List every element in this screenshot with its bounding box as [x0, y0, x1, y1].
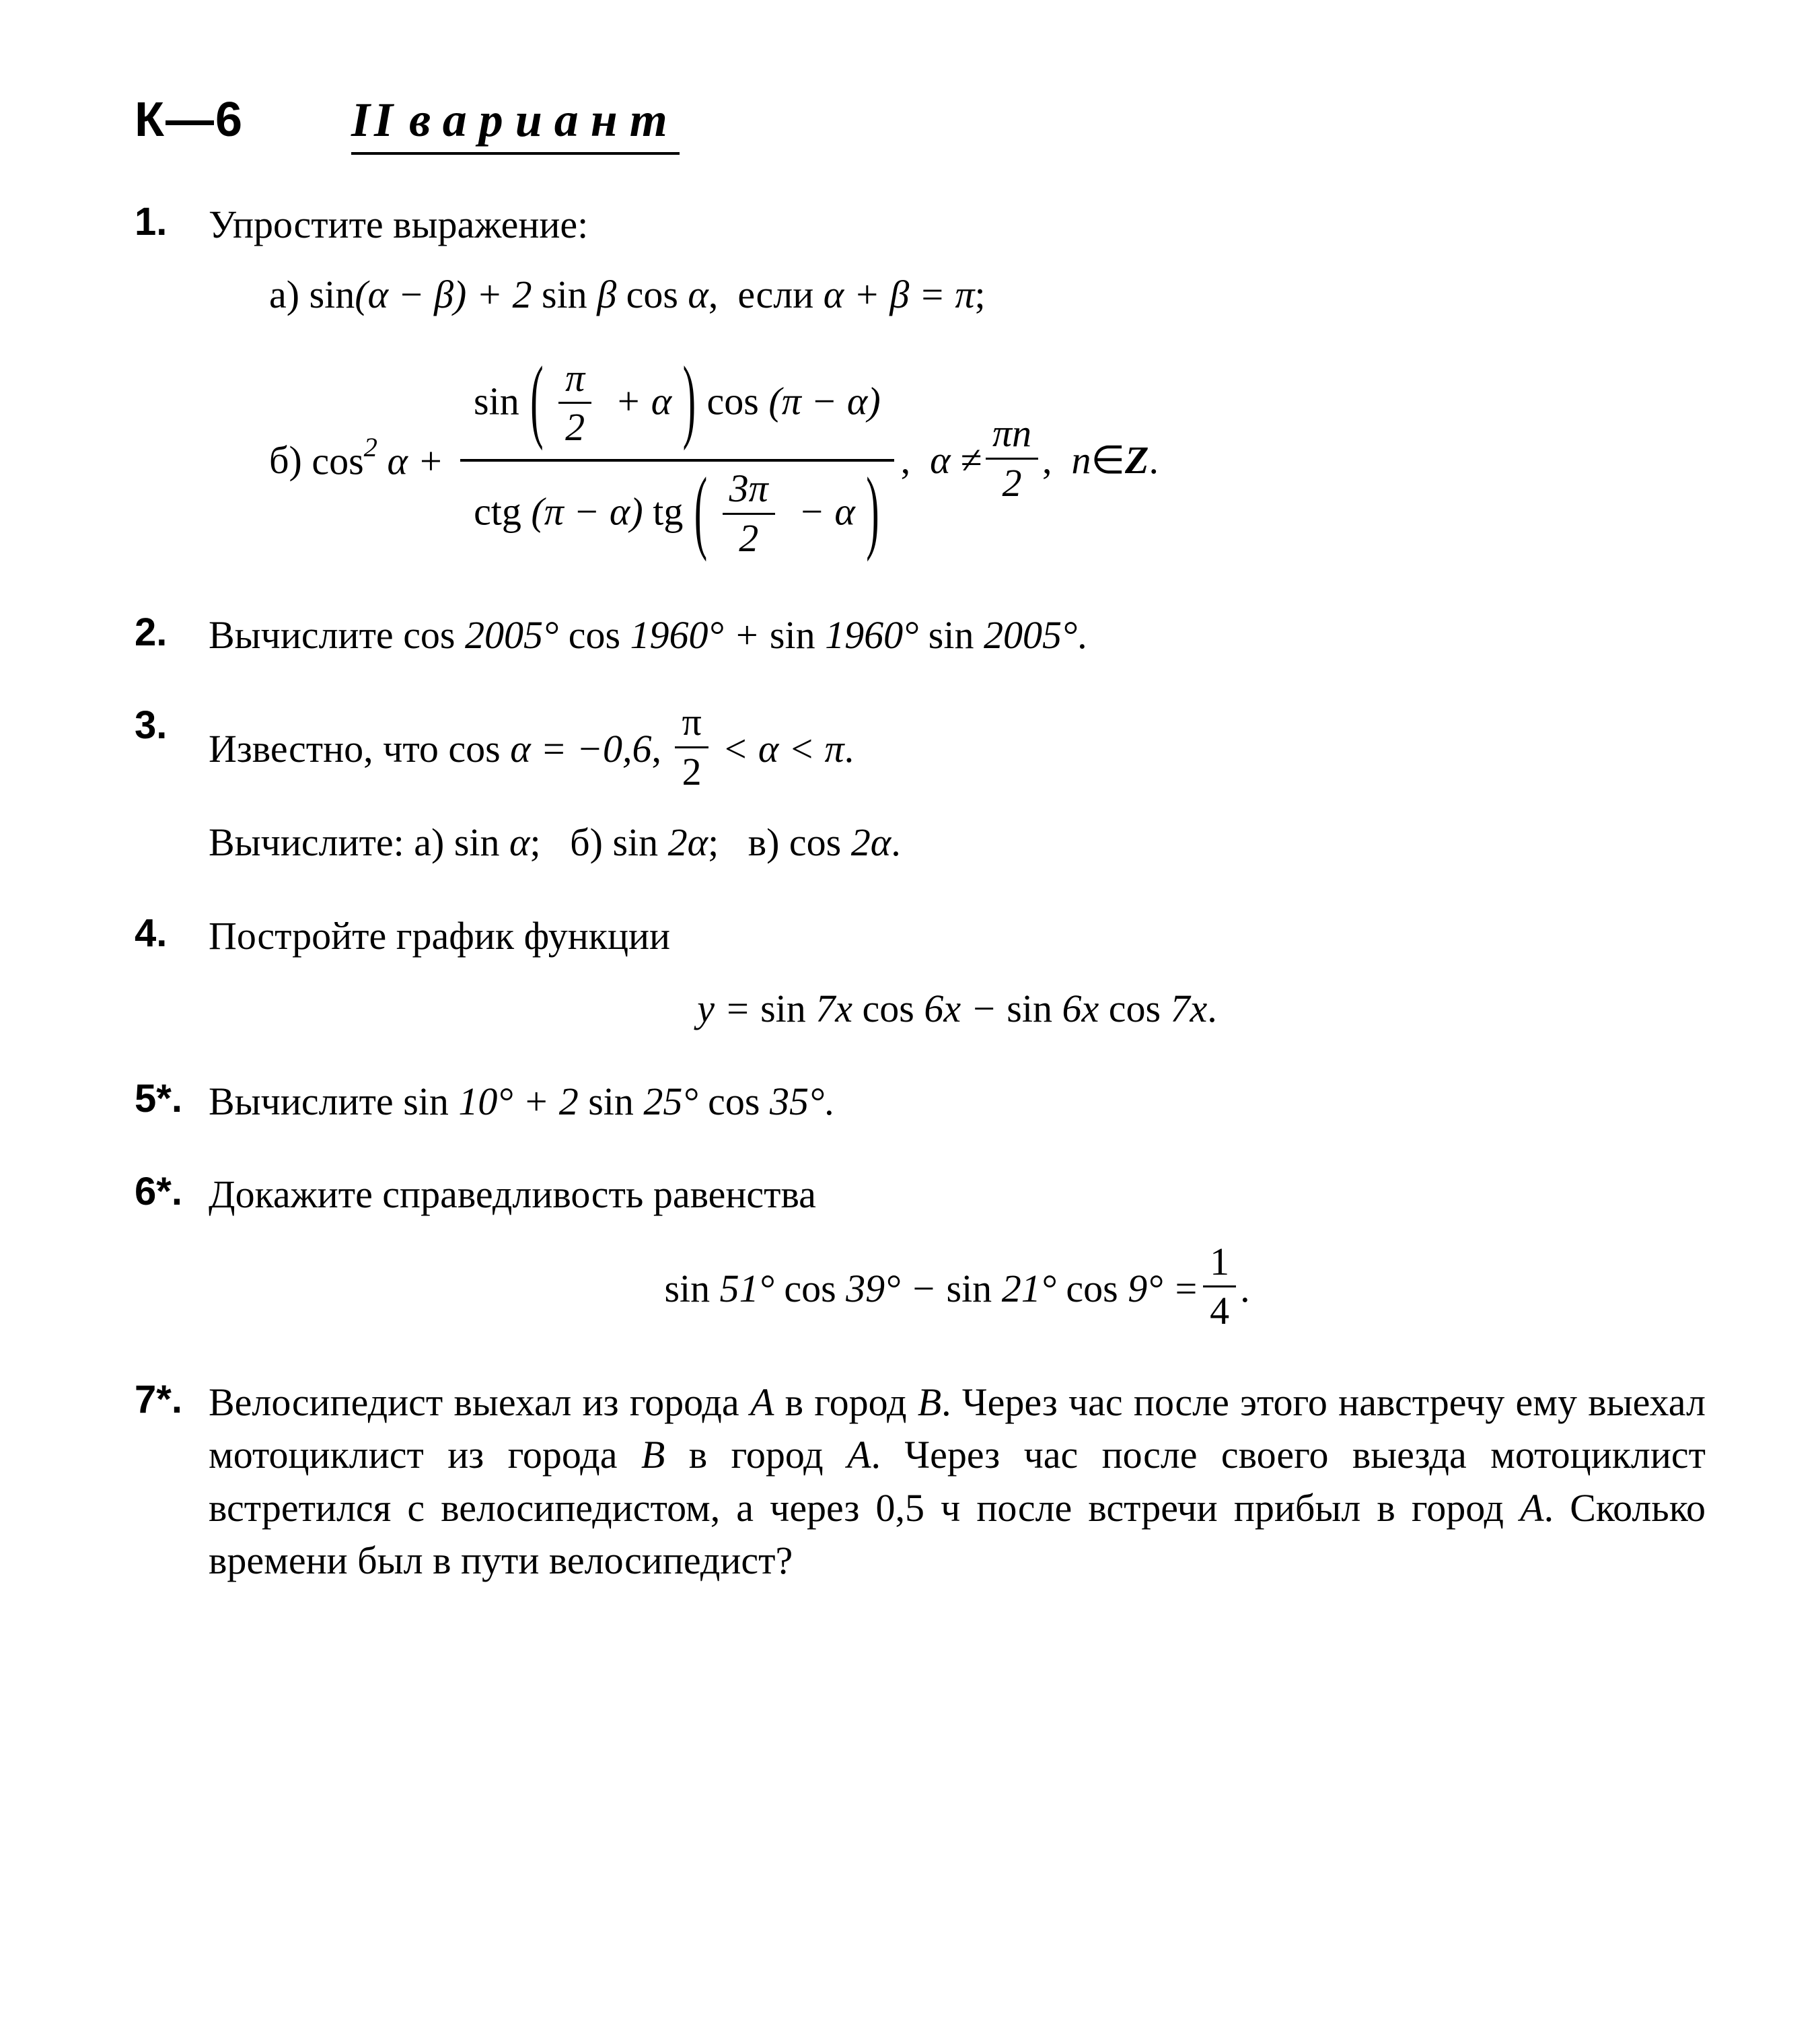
frac-top: 3π	[723, 466, 775, 515]
set-z: Z	[1125, 434, 1149, 487]
variant-title: IIвариант	[351, 87, 680, 153]
problem-number: 3.	[135, 697, 209, 752]
frac-bot: 2	[723, 515, 775, 561]
problem-number: 4.	[135, 905, 209, 960]
problem-number: 7*.	[135, 1371, 209, 1426]
tail: .	[1240, 1263, 1250, 1315]
problem-number: 2.	[135, 604, 209, 659]
big-fraction: sin ( π2 + α ) cos (π − α) ctg (π − α) t…	[460, 353, 894, 569]
problem-number: 1.	[135, 193, 209, 248]
problem-7-text: Велосипедист выехал из города A в город …	[209, 1376, 1706, 1587]
problem-2: 2. Вычислите cos 2005° cos 1960° + sin 1…	[135, 604, 1706, 667]
problem-2-text: Вычислите cos 2005° cos 1960° + sin 1960…	[209, 609, 1706, 662]
frac-bot: 2	[675, 748, 708, 795]
problem-3: 3. Известно, что cos α = −0,6, π2 < α < …	[135, 697, 1706, 875]
problem-4: 4. Постройте график функции y = sin 7x c…	[135, 905, 1706, 1041]
problem-1: 1. Упростите выражение: а) sin(α − β) + …	[135, 193, 1706, 573]
problem-5: 5*. Вычислите sin 10° + 2 sin 25° cos 35…	[135, 1070, 1706, 1133]
problem-5-text: Вычислите sin 10° + 2 sin 25° cos 35°.	[209, 1075, 1706, 1128]
problem-3-compute: Вычислите: а) sin α; б) sin 2α; в) cos 2…	[209, 816, 1706, 869]
cond-word: если	[737, 269, 813, 321]
exponent: 2	[364, 432, 377, 462]
problem-1a: а) sin(α − β) + 2 sin β cos α, если α + …	[209, 269, 1706, 321]
tail: .	[1149, 434, 1159, 487]
problem-7: 7*. Велосипедист выехал из города A в го…	[135, 1371, 1706, 1592]
frac-top: π	[558, 356, 591, 404]
problem-4-formula: y = sin 7x cos 6x − sin 6x cos 7x.	[209, 983, 1706, 1035]
frac-bot: 4	[1203, 1287, 1236, 1334]
problem-number: 5*.	[135, 1070, 209, 1125]
part-label: а)	[269, 269, 299, 321]
problem-number: 6*.	[135, 1163, 209, 1218]
problem-1-intro: Упростите выражение:	[209, 199, 1706, 251]
problem-1b: б) cos2 α + sin ( π2 + α ) cos (π − α)	[209, 353, 1706, 569]
problem-6: 6*. Докажите справедливость равенства si…	[135, 1163, 1706, 1341]
variant-roman: II	[351, 93, 397, 147]
problem-4-intro: Постройте график функции	[209, 910, 1706, 962]
frac-bot: 2	[986, 460, 1038, 506]
part-label: б)	[269, 434, 302, 487]
frac-top: π	[675, 700, 708, 748]
problem-list: 1. Упростите выражение: а) sin(α − β) + …	[135, 193, 1706, 1592]
problem-6-intro: Докажите справедливость равенства	[209, 1168, 1706, 1221]
worksheet-header: К—6 IIвариант	[135, 87, 1706, 153]
frac-bot: 2	[558, 404, 591, 450]
frac-top: 1	[1203, 1240, 1236, 1288]
k-label: К—6	[135, 87, 244, 153]
problem-3-given: Известно, что cos α = −0,6, π2 < α < π.	[209, 702, 1706, 796]
problem-6-formula: sin 51° cos 39° − sin 21° cos 9° = 14 .	[209, 1242, 1706, 1336]
variant-word: вариант	[409, 93, 680, 147]
frac-top: πn	[992, 411, 1031, 455]
